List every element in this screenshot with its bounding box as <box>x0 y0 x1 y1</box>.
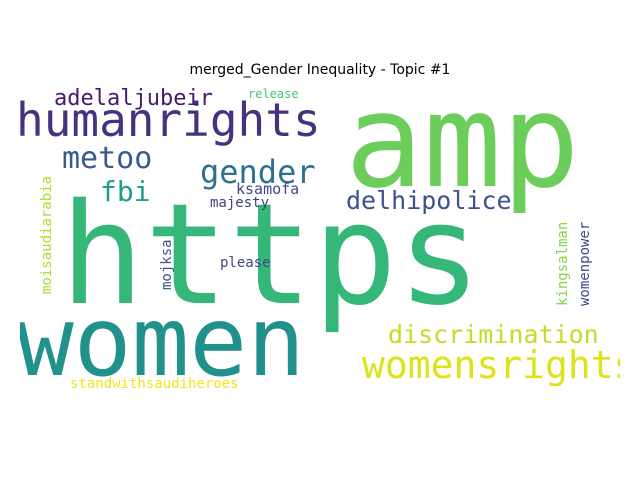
word-discrimination: discrimination <box>388 320 599 349</box>
word-majesty: majesty <box>210 195 270 211</box>
word-please: please <box>220 255 271 271</box>
word-women: women <box>20 286 305 398</box>
word-womensrights: womensrights <box>362 343 620 387</box>
word-gender: gender <box>200 153 316 191</box>
word-moisaudiarabia: moisaudiarabia <box>39 175 55 294</box>
word-cloud: amp https women humanrights womensrights… <box>20 84 620 404</box>
word-kingsalman: kingsalman <box>555 221 571 306</box>
word-amp: amp <box>345 84 580 217</box>
word-mojksa: mojksa <box>159 239 175 290</box>
word-standwithsaudiheroes: standwithsaudiheroes <box>70 376 239 392</box>
word-metoo: metoo <box>62 141 153 176</box>
word-https: https <box>60 174 482 337</box>
word-adelaljubeir: adelaljubeir <box>54 86 213 111</box>
word-fbi: fbi <box>100 175 151 208</box>
word-delhipolice: delhipolice <box>346 186 512 215</box>
word-humanrights: humanrights <box>20 93 321 147</box>
plot-title: merged_Gender Inequality - Topic #1 <box>189 62 451 78</box>
word-womenpower: womenpower <box>577 221 593 306</box>
word-release: release <box>248 87 299 101</box>
word-ksamofa: ksamofa <box>236 180 300 198</box>
